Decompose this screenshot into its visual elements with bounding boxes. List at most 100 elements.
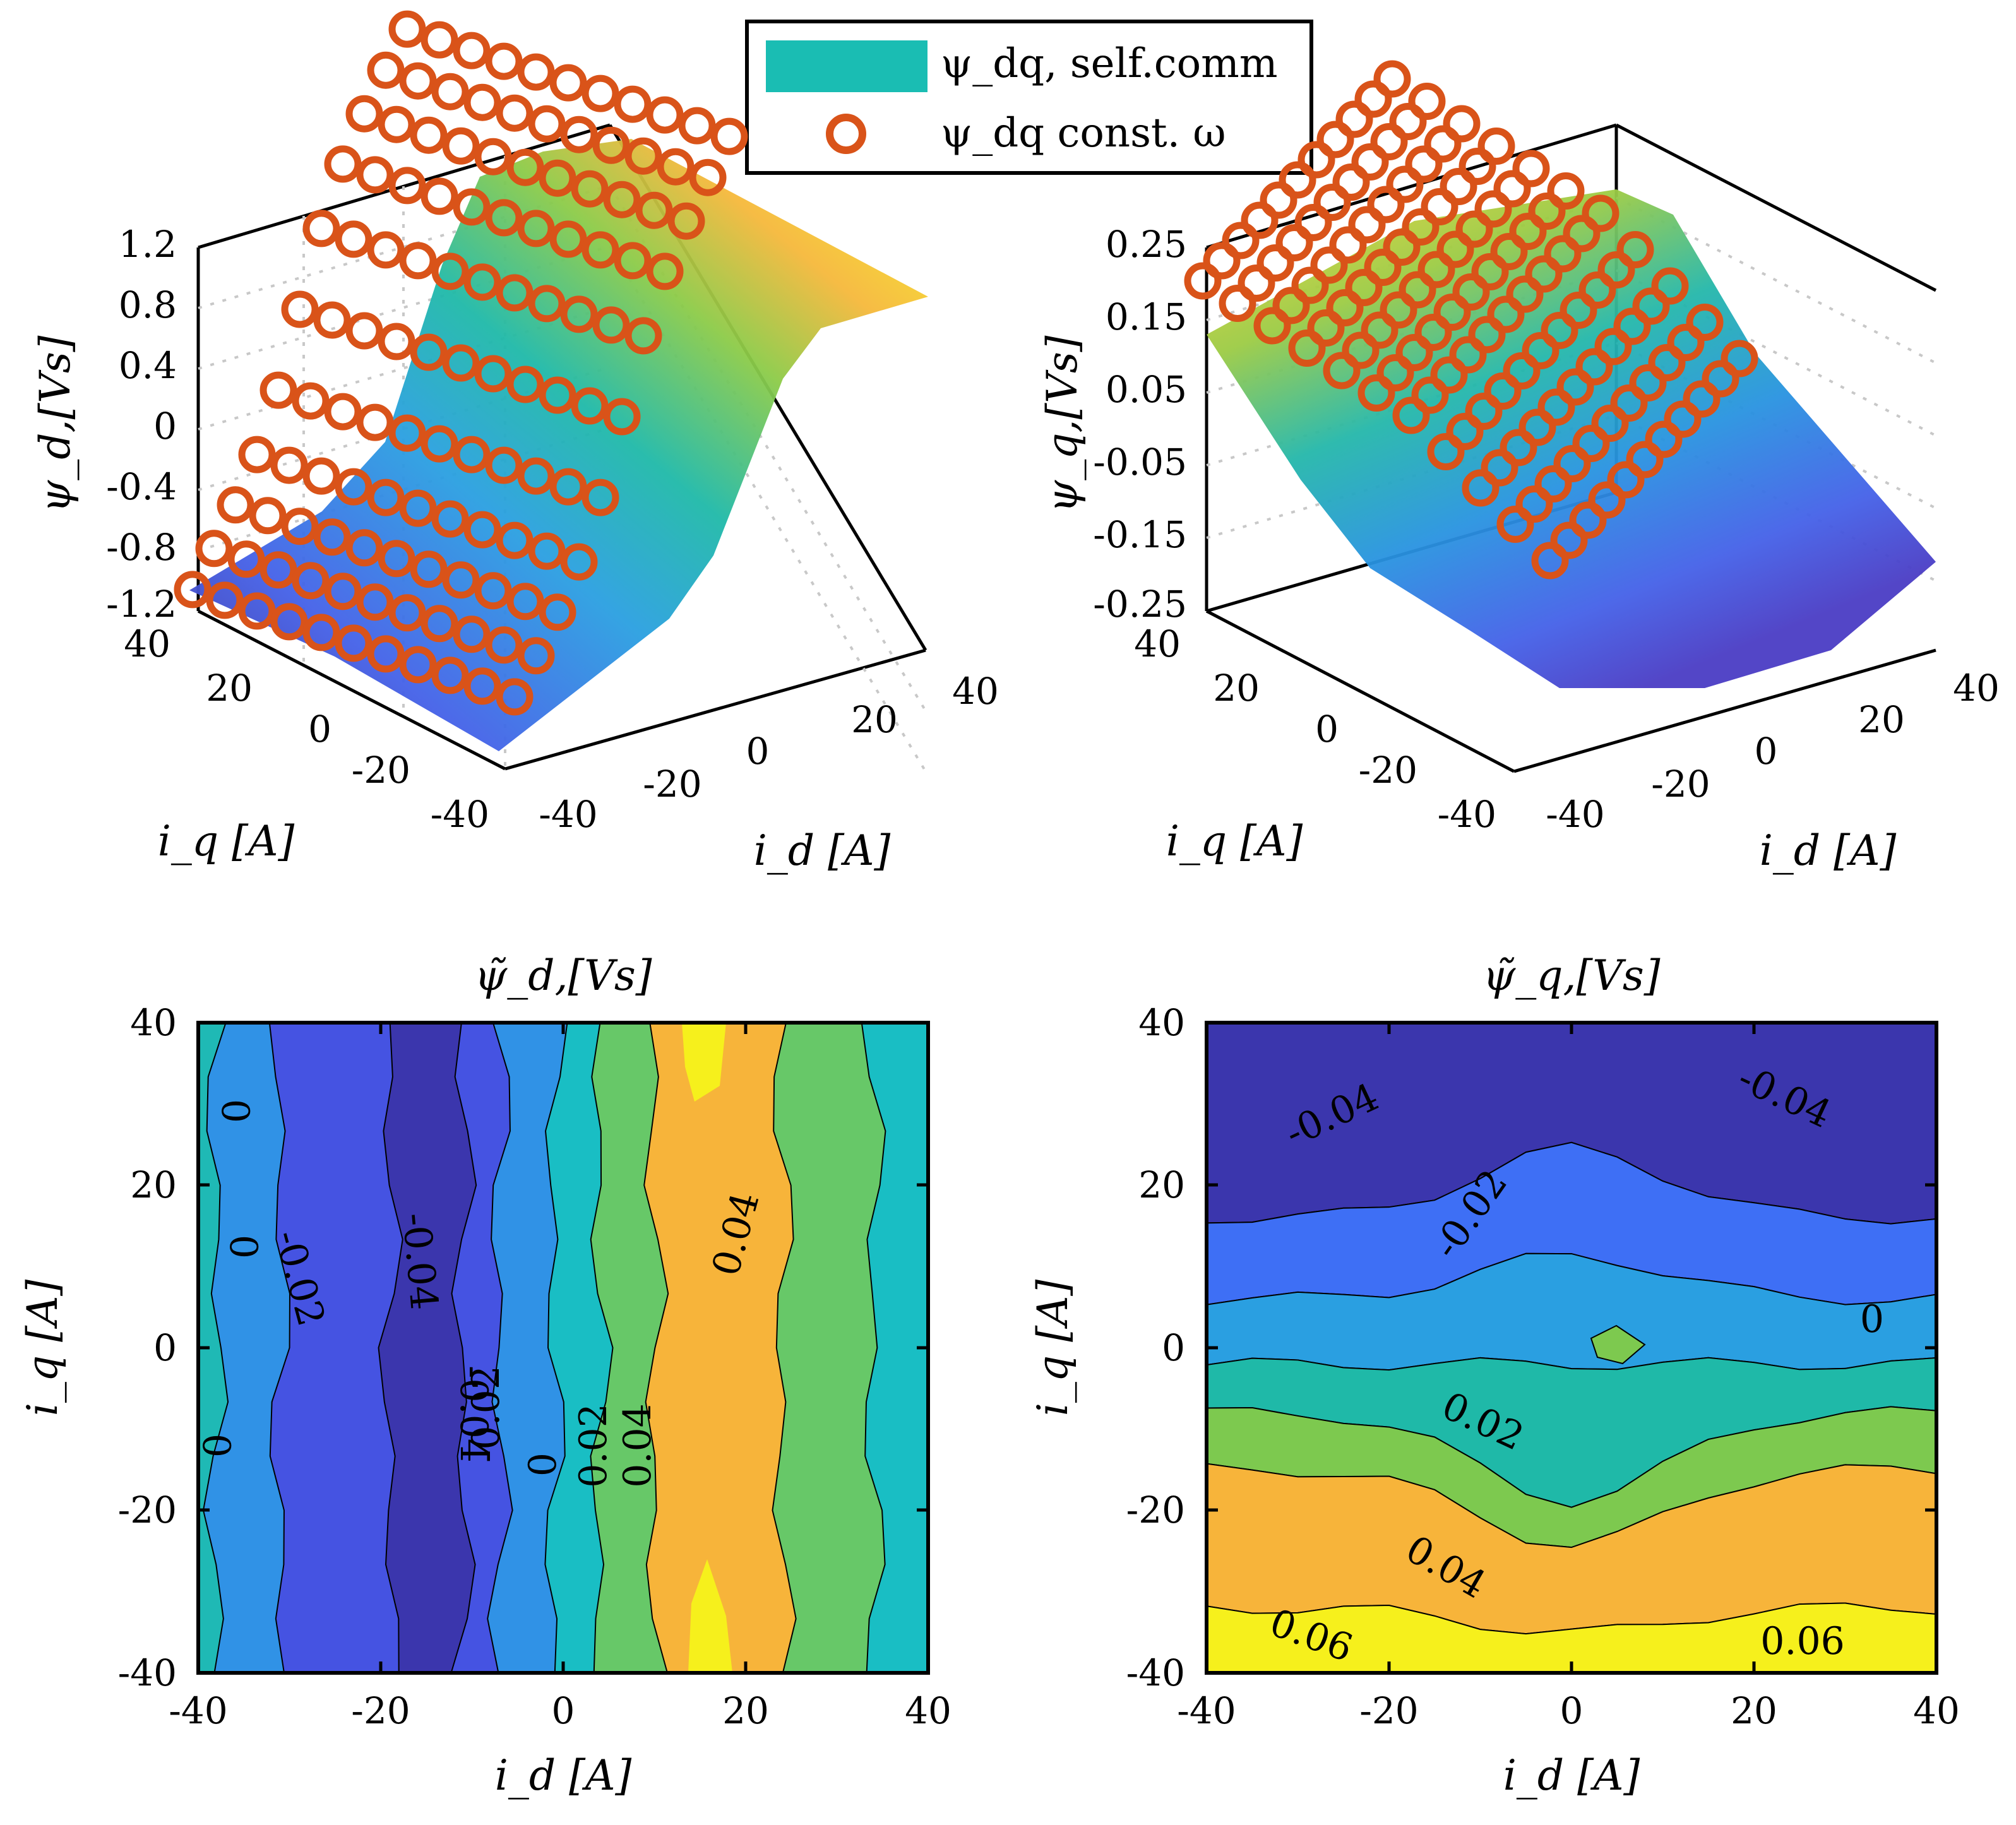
tl-circle-marker (678, 107, 716, 145)
tr-circle-marker (1572, 425, 1610, 462)
bl-contour-line (378, 1023, 403, 1673)
tr-circle-marker (1351, 143, 1389, 181)
bl-yticks: 40 20 0 -20 -40 (118, 1001, 177, 1694)
tr-circle-marker (1496, 506, 1534, 543)
tr-circle-marker (1376, 354, 1414, 391)
tr-idtick: 0 (1755, 730, 1778, 773)
tl-circle-marker (238, 592, 276, 630)
tl-circle-marker (367, 51, 405, 89)
bl-ytick: -20 (118, 1489, 177, 1531)
tl-circle-marker (270, 446, 308, 484)
bl-contour-patch (682, 1023, 726, 1102)
bl-contour-label: 0 (221, 1235, 265, 1259)
tl-circle-marker (560, 116, 598, 153)
tl-circle-marker (420, 605, 458, 643)
tr-circle-marker (1386, 165, 1424, 203)
tl-circle-marker (442, 344, 480, 382)
tr-circle-marker (1184, 262, 1222, 300)
bl-contour-band (269, 1023, 403, 1673)
tr-iqtick: -40 (1438, 793, 1496, 836)
tr-circle-marker (1408, 83, 1446, 120)
tl-circle-marker (345, 95, 383, 133)
tl-circle-marker (485, 446, 523, 484)
tr-circle-marker (1528, 193, 1566, 230)
tr-circle-marker (1395, 334, 1433, 371)
tl-circle-marker (539, 593, 576, 631)
tl-circle-marker (442, 127, 480, 165)
tr-circle-marker (1405, 145, 1443, 183)
tl-circle-marker (571, 170, 609, 208)
tl-circle-marker (582, 479, 619, 516)
tl-ztick: -0.4 (106, 465, 177, 508)
tl-iqtick: -20 (352, 749, 410, 792)
br-ytick: -20 (1126, 1489, 1185, 1531)
br-xticks: -40 -20 0 20 40 (1177, 1689, 1960, 1732)
tl-circle-marker (410, 550, 448, 588)
bl-contour-label: 0 (521, 1453, 565, 1477)
tr-circle-marker (1667, 324, 1705, 361)
tr-circle-marker (1556, 368, 1594, 406)
tr-circle-marker (1329, 226, 1367, 264)
br-ytick: 0 (1162, 1326, 1185, 1369)
tr-circle-marker (1260, 181, 1297, 219)
bl-xticks: -40 -20 0 20 40 (169, 1689, 951, 1732)
tl-circle-marker (624, 317, 662, 355)
tr-iqtick: 40 (1134, 622, 1181, 665)
tl-ztick: -1.2 (106, 583, 177, 626)
tl-ztick: 0 (153, 405, 177, 448)
tl-circle-marker (399, 242, 437, 280)
tr-circle-marker (1316, 121, 1354, 158)
tr-circle-marker (1458, 148, 1496, 185)
tr-circle-marker (1721, 340, 1758, 377)
tr-circle-marker (1414, 314, 1452, 351)
tl-circle-marker (453, 615, 491, 653)
bl-contour-line (861, 1023, 886, 1673)
tl-circle-marker (313, 518, 351, 556)
tr-iqticks: 40 20 0 -20 -40 (1134, 622, 1496, 836)
tl-surface (189, 139, 928, 751)
bl-contour-lines (203, 1023, 886, 1673)
tl-circle-marker (302, 457, 340, 495)
bl-contour-label: 0 (213, 1099, 257, 1123)
br-ylabel: i_q [A] (1029, 1280, 1077, 1417)
tr-circle-marker (1332, 163, 1370, 201)
tl-circle-marker (614, 242, 652, 280)
tl-circle-marker (485, 199, 523, 237)
bl-contour-labels: 0 0 0 -0.02 -0.04 -0.02 -0.04 0 0.02 0.0… (194, 1099, 768, 1488)
tl-circle-marker (420, 177, 458, 215)
tr-circle-marker (1651, 267, 1689, 305)
tl-circle-marker (388, 414, 426, 452)
tl-circle-marker (624, 137, 662, 175)
tl-circle-marker (367, 635, 405, 673)
tr-circle-marker (1417, 251, 1455, 288)
tl-circle-marker (217, 486, 254, 524)
br-xlabel: i_d [A] (1503, 1751, 1640, 1800)
tl-ztick: -0.8 (106, 526, 177, 569)
tl-circle-marker (463, 511, 501, 549)
tr-circle-marker (1272, 287, 1310, 324)
tr-circle-marker (1342, 331, 1380, 369)
panel-top-right: 0.25 0.15 0.05 -0.05 -0.15 -0.25 40 20 0… (1038, 60, 2000, 875)
bl-xtick: -40 (169, 1689, 227, 1732)
tl-circle-marker (367, 479, 405, 516)
tl-circle-marker (614, 85, 652, 123)
tl-circle-marker (335, 220, 373, 258)
tl-ztick: 0.8 (119, 283, 177, 326)
legend-patch-surface (766, 40, 927, 92)
tr-circle-marker (1531, 542, 1569, 580)
tr-circle-marker (1487, 295, 1525, 333)
br-xtick: 40 (1913, 1689, 1960, 1732)
br-yticks: 40 20 0 -20 -40 (1126, 1001, 1185, 1694)
tr-circle-marker (1326, 289, 1364, 326)
br-contour-label: 0.06 (1760, 1619, 1845, 1663)
tl-idtick: -20 (643, 763, 701, 805)
tl-circle-marker (517, 637, 555, 675)
br-xtick: 0 (1560, 1689, 1584, 1732)
tr-idtick: -40 (1546, 793, 1604, 836)
tl-iqtick: 0 (308, 708, 331, 751)
tl-circle-marker (292, 562, 330, 600)
tl-circle-marker (399, 646, 437, 684)
tl-circle-marker (474, 572, 512, 610)
tr-ztick: -0.15 (1093, 513, 1187, 556)
tl-circle-marker (206, 581, 244, 619)
